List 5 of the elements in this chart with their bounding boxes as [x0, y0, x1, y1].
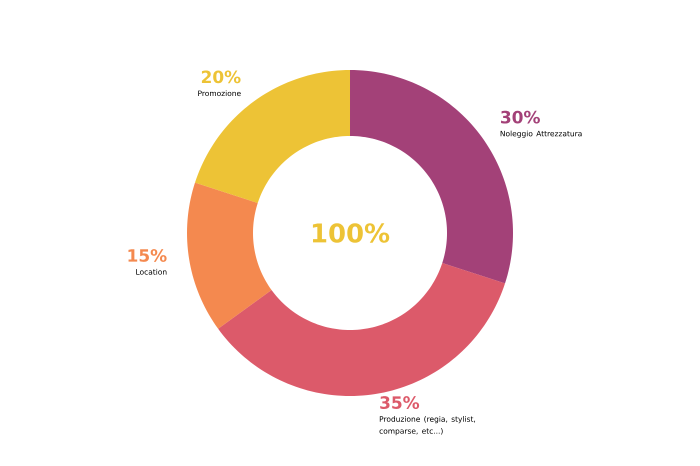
data-label: 20%: [202, 70, 241, 84]
data-label: 35%: [380, 396, 420, 409]
data-label: 30%: [501, 110, 540, 124]
text: 100%: [312, 223, 390, 243]
data-label: 15%: [128, 249, 167, 262]
